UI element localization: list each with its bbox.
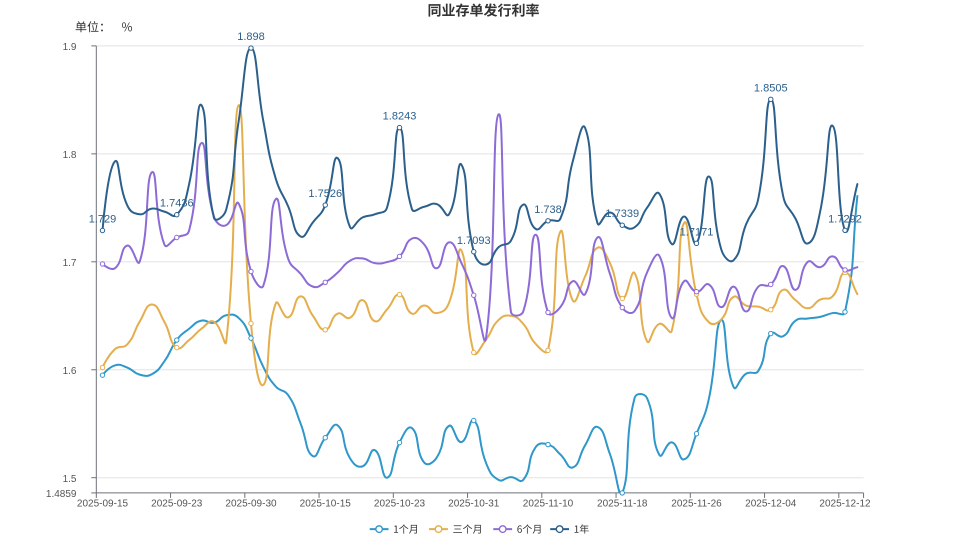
svg-text:2025-12-04: 2025-12-04	[745, 499, 797, 510]
svg-text:1.8505: 1.8505	[754, 82, 788, 94]
svg-text:1.9: 1.9	[63, 42, 77, 53]
svg-text:2025-10-31: 2025-10-31	[448, 499, 500, 510]
svg-text:2025-09-23: 2025-09-23	[151, 499, 203, 510]
svg-text:1.7: 1.7	[63, 258, 77, 269]
svg-text:1.7436: 1.7436	[160, 198, 194, 210]
svg-text:1.7171: 1.7171	[680, 226, 714, 238]
svg-text:2025-10-23: 2025-10-23	[374, 499, 426, 510]
svg-text:2025-09-15: 2025-09-15	[77, 499, 129, 510]
svg-text:1.7339: 1.7339	[605, 208, 639, 220]
svg-text:1.5: 1.5	[63, 474, 77, 485]
svg-text:1.7526: 1.7526	[308, 188, 342, 200]
svg-text:1.7292: 1.7292	[828, 213, 862, 225]
svg-text:2025-11-26: 2025-11-26	[671, 499, 722, 510]
svg-text:1.4859: 1.4859	[46, 489, 77, 500]
svg-text:1.6: 1.6	[63, 366, 77, 377]
svg-text:2025-11-18: 2025-11-18	[597, 499, 648, 510]
svg-text:1.8243: 1.8243	[383, 111, 417, 123]
svg-text:1.898: 1.898	[237, 31, 265, 43]
svg-text:2025-12-12: 2025-12-12	[819, 499, 871, 510]
svg-text:1.729: 1.729	[89, 213, 117, 225]
svg-text:2025-10-15: 2025-10-15	[300, 499, 352, 510]
svg-text:1.738: 1.738	[534, 204, 562, 216]
svg-text:2025-11-10: 2025-11-10	[523, 499, 574, 510]
svg-text:2025-09-30: 2025-09-30	[225, 499, 277, 510]
svg-text:1.7093: 1.7093	[457, 235, 491, 247]
svg-text:1.8: 1.8	[63, 150, 77, 161]
